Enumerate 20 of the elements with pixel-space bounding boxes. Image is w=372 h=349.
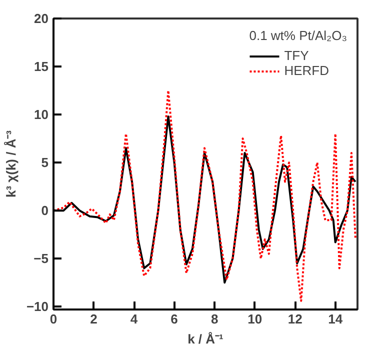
- x-tick-label: 6: [170, 312, 178, 326]
- legend-label: TFY: [284, 48, 309, 63]
- y-tick-label: −5: [34, 251, 49, 266]
- x-axis-title: k / Å⁻¹: [188, 332, 224, 346]
- x-tick-label: 14: [328, 312, 344, 326]
- y-tick-label: 5: [41, 155, 49, 170]
- y-tick-label: 15: [34, 59, 49, 74]
- x-tick-label: 4: [130, 312, 138, 326]
- y-tick-label: −10: [26, 299, 49, 314]
- x-tick-label: 12: [288, 312, 302, 326]
- line-series: [54, 90, 356, 302]
- legend-label: HERFD: [284, 63, 330, 78]
- y-tick-label: 0: [41, 203, 49, 218]
- y-axis-title: k³ χ(k) / Å⁻³: [3, 130, 18, 198]
- legend-title: 0.1 wt% Pt/Al₂O₃: [249, 28, 347, 43]
- x-tick-label: 2: [90, 312, 98, 326]
- x-tick-label: 8: [210, 312, 218, 326]
- x-tick-label: 10: [248, 312, 262, 326]
- y-tick-label: 10: [34, 107, 49, 122]
- y-tick-label: 20: [34, 11, 49, 26]
